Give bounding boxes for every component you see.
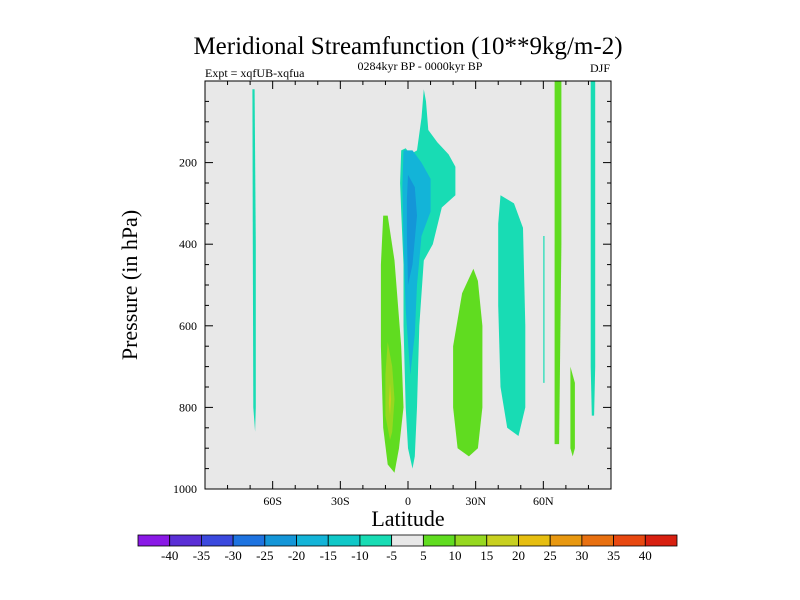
axis-ticks: 60S 30S 0 30N 60N 200 400 600 800 1000 <box>173 81 611 508</box>
x-tick-label: 60S <box>263 494 282 508</box>
colorbar-swatch <box>518 534 551 547</box>
chart-title: Meridional Streamfunction (10**9kg/m-2) <box>193 33 622 60</box>
colorbar-swatch <box>264 534 297 547</box>
colorbar-label: 10 <box>449 548 462 563</box>
colorbar-label: -40 <box>161 548 178 563</box>
contour-regions <box>252 81 596 473</box>
y-tick-label: 1000 <box>173 482 197 496</box>
colorbar-swatch <box>454 534 488 547</box>
colorbar-swatch <box>232 534 266 547</box>
contour-region-nh-subtropical-positive-cell <box>453 268 483 457</box>
colorbar-swatch <box>486 534 519 547</box>
x-tick-label: 30S <box>331 494 350 508</box>
y-tick-label: 800 <box>179 400 197 414</box>
x-tick-label: 60N <box>533 494 554 508</box>
colorbar-label: -5 <box>386 548 397 563</box>
colorbar-swatch <box>644 534 678 547</box>
x-tick-label: 30N <box>465 494 486 508</box>
colorbar-swatch <box>613 534 646 547</box>
colorbar: -40 -35 -30 -25 -20 -15 -10 -5 5 10 15 20 25 30 35 40 <box>137 534 678 563</box>
colorbar-label: -20 <box>288 548 305 563</box>
plot-frame <box>204 80 612 490</box>
subtitle-center: 0284kyr BP - 0000kyr BP <box>358 59 483 73</box>
colorbar-label: -15 <box>320 548 337 563</box>
colorbar-label: 30 <box>575 548 588 563</box>
colorbar-label: 35 <box>607 548 620 563</box>
contour-region-sh-tropical-core-15 <box>388 382 392 416</box>
colorbar-label: 5 <box>420 548 427 563</box>
colorbar-swatch <box>327 534 361 547</box>
colorbar-swatch <box>581 534 614 547</box>
colorbar-swatch <box>549 534 583 547</box>
colorbar-swatch <box>391 534 424 547</box>
colorbar-label: -10 <box>351 548 368 563</box>
colorbar-swatch <box>137 534 171 547</box>
colorbar-swatch <box>201 534 234 547</box>
colorbar-swatch <box>422 534 456 547</box>
colorbar-swatch <box>296 534 329 547</box>
subtitle-left: Expt = xqfUB-xqfua <box>205 66 305 80</box>
colorbar-label: 40 <box>639 548 652 563</box>
contour-region-tropical-core-20 <box>406 174 417 285</box>
contour-region-nh-thin-strip-63N <box>543 236 545 383</box>
x-tick-label: 0 <box>405 494 411 508</box>
colorbar-label: 20 <box>512 548 525 563</box>
x-axis-label: Latitude <box>371 506 444 531</box>
contour-region-nh-positive-strip-66N <box>554 81 562 445</box>
y-tick-label: 600 <box>179 319 197 333</box>
colorbar-label: 25 <box>544 548 557 563</box>
contour-region-nh-mid-lat-cell <box>498 195 526 436</box>
colorbar-swatch <box>359 534 393 547</box>
subtitle-right: DJF <box>590 61 610 75</box>
contour-region-nh-positive-strip-73N <box>570 366 575 457</box>
contour-region-nh-polar-strip <box>590 81 596 416</box>
colorbar-label: 15 <box>480 548 493 563</box>
colorbar-label: -30 <box>224 548 241 563</box>
colorbar-label: -35 <box>193 548 210 563</box>
colorbar-label: -25 <box>256 548 273 563</box>
contour-region-sh-high-lat-strip <box>252 89 256 432</box>
y-tick-label: 400 <box>179 237 197 251</box>
y-tick-label: 200 <box>179 156 197 170</box>
colorbar-swatch <box>169 534 202 547</box>
y-axis-label: Pressure (in hPa) <box>117 210 142 360</box>
